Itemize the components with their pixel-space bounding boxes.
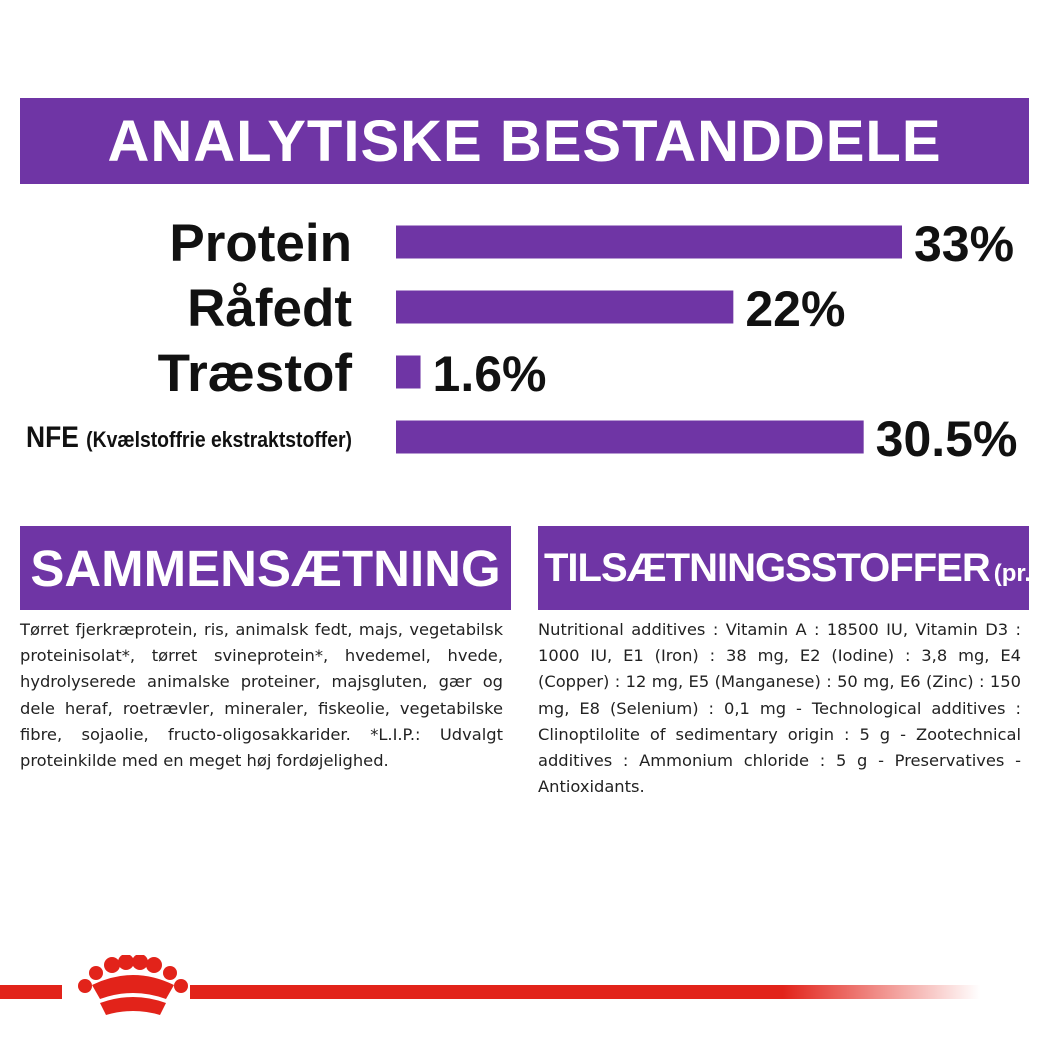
- value-label-traestof: 1.6%: [433, 346, 547, 402]
- value-label-rafedt: 22%: [745, 281, 845, 337]
- footer-stripe-left: [0, 985, 62, 999]
- category-label-traestof: Træstof: [158, 344, 353, 403]
- footer: [0, 955, 980, 1015]
- additives-heading: TILSÆTNINGSSTOFFER(pr. kg): [538, 526, 1029, 610]
- bar-protein: [396, 225, 902, 259]
- category-label-protein: Protein: [169, 214, 352, 273]
- page-title: ANALYTISKE BESTANDDELE: [20, 98, 1029, 184]
- additives-heading-text: TILSÆTNINGSSTOFFER: [544, 545, 991, 590]
- footer-stripe-right: [190, 985, 980, 999]
- additives-heading-unit: (pr. kg): [993, 560, 1029, 587]
- composition-heading-text: SAMMENSÆTNING: [30, 539, 501, 597]
- value-label-nfe: 30.5%: [876, 411, 1018, 467]
- crown-icon: [78, 955, 188, 1015]
- nutrient-bar-chart: Protein 33% Råfedt 22% Træstof 1.6% NFE (Kvæls…: [26, 214, 1018, 467]
- additives-text: Nutritional additives : Vitamin A : 1850…: [538, 620, 1021, 797]
- value-label-protein: 33%: [914, 216, 1014, 272]
- composition-heading: SAMMENSÆTNING: [20, 526, 511, 610]
- category-label-nfe: NFE (Kvælstoffrie ekstraktstoffer): [26, 421, 352, 454]
- bar-traestof: [396, 355, 421, 389]
- bar-rafedt: [396, 290, 734, 324]
- category-note: (Kvælstoffrie ekstraktstoffer): [86, 427, 352, 452]
- bar-nfe: [396, 420, 864, 454]
- composition-text: Tørret fjerkræprotein, ris, animalsk fed…: [20, 620, 503, 771]
- category-label-rafedt: Råfedt: [187, 279, 352, 338]
